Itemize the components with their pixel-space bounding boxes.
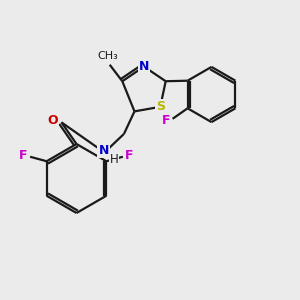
Text: N: N	[98, 144, 109, 157]
Text: F: F	[162, 114, 170, 127]
Text: F: F	[19, 149, 28, 162]
Text: N: N	[139, 60, 149, 73]
Text: O: O	[48, 113, 58, 127]
Text: S: S	[156, 100, 165, 113]
Text: CH₃: CH₃	[98, 51, 118, 61]
Text: F: F	[125, 149, 134, 162]
Text: H: H	[110, 153, 118, 166]
